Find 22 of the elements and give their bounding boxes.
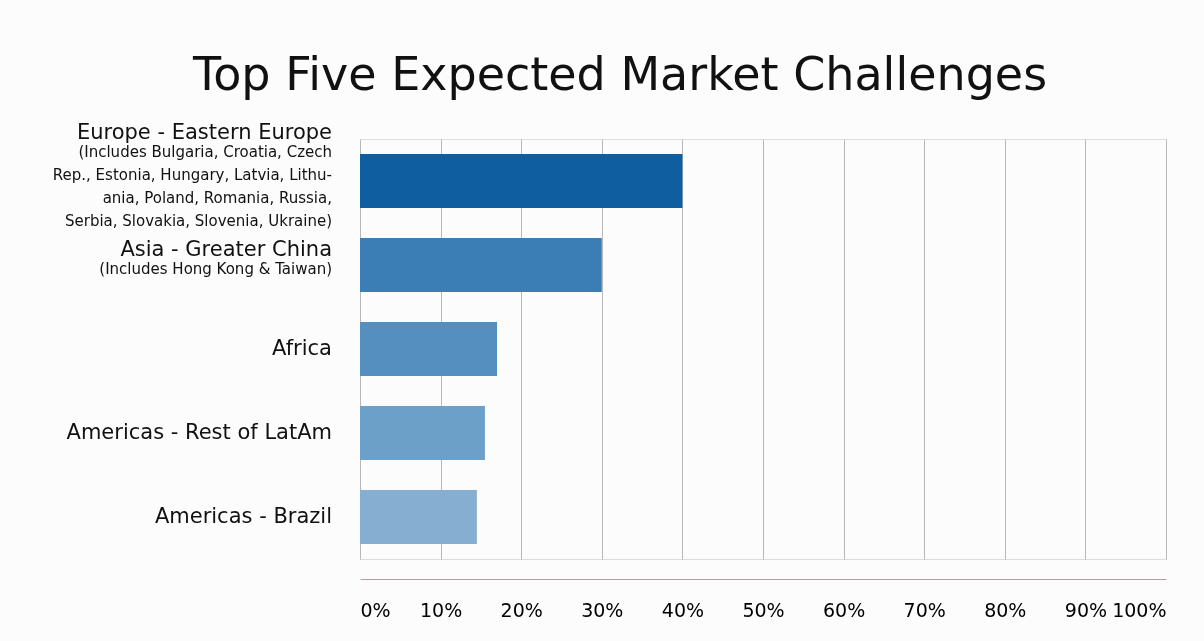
x-tick-label: 80%: [984, 598, 1027, 621]
bar: [360, 322, 498, 376]
x-tick-label: 70%: [903, 598, 946, 621]
x-tick-label: 20%: [500, 598, 543, 621]
category-label: Europe - Eastern Europe (Includes Bulgaria, Croatia, Czech Rep., Estonia, Hungary, Latvia, Lithu- ania, Poland, Romania, Russia, Serbia, Slovakia, Slovenia, Ukraine): [52, 120, 332, 230]
x-tick-label: 50%: [742, 598, 785, 621]
x-tick-label: 100%: [1112, 598, 1167, 621]
x-tick-label: 10%: [419, 598, 463, 621]
y-tick-label: Americas - Brazil: [154, 504, 332, 528]
bar: [360, 154, 683, 208]
bar: [360, 490, 477, 544]
x-tick-label: 60%: [822, 598, 866, 621]
bar: [360, 238, 602, 292]
x-tick-label: 0%: [360, 598, 391, 621]
chart-title: Top Five Expected Market Challenges: [191, 47, 1048, 101]
y-tick-label: Africa: [272, 336, 332, 360]
x-tick-label: 30%: [581, 598, 624, 621]
category-label: Asia - Greater China (Includes Hong Kong & Taiwan): [99, 237, 332, 278]
bar: [360, 406, 485, 460]
x-tick-label: 40%: [661, 598, 705, 621]
y-tick-label: Americas - Rest of LatAm: [66, 420, 332, 444]
x-tick-label: 90%: [1064, 598, 1108, 621]
